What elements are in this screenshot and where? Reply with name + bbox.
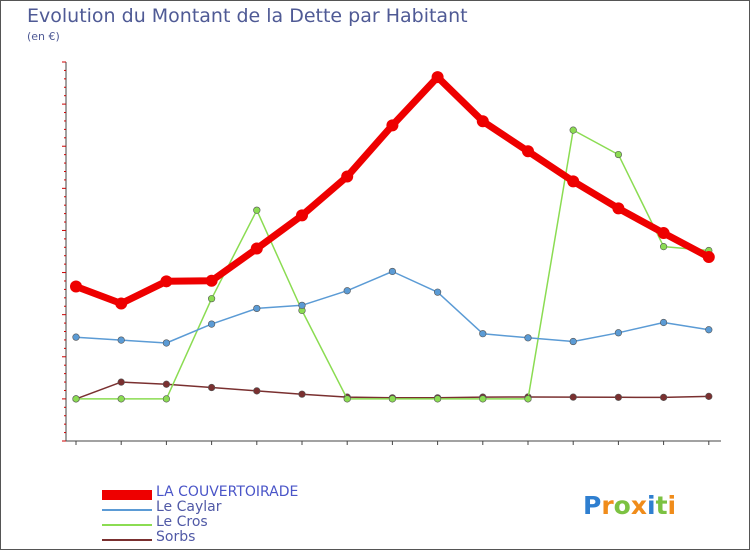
logo-letter: o [613, 491, 631, 520]
series-0-point [160, 275, 173, 288]
series-1-point [388, 267, 397, 276]
series-1-point [659, 318, 668, 327]
logo-letter: x [630, 491, 647, 520]
series-3-point [208, 383, 216, 392]
series-3-point [569, 393, 577, 401]
series-2-point [162, 395, 170, 403]
logo-letter: i [647, 491, 656, 520]
series-1-point [72, 333, 80, 341]
logo-letter: t [655, 491, 668, 520]
series-1-point [343, 287, 351, 295]
series-1-point [434, 288, 442, 296]
series-1-point [479, 330, 487, 338]
legend-label: Le Caylar [156, 499, 222, 515]
series-1-point [253, 304, 261, 313]
proxiti-logo: Proxiti [583, 491, 676, 520]
series-1-point [705, 326, 713, 334]
series-1-point [569, 337, 577, 346]
series-3-point [659, 393, 668, 401]
series-0-point [115, 297, 128, 310]
series-0-point [522, 145, 534, 158]
series-2-point [479, 395, 487, 403]
series-0-point [341, 170, 354, 183]
series-0-point [431, 71, 444, 84]
series-2-point [117, 395, 125, 403]
logo-letter: i [667, 491, 677, 520]
series-3-point [117, 378, 125, 386]
series-0-point [612, 202, 625, 215]
series-1-point [614, 329, 623, 337]
series-2-point [343, 395, 351, 403]
series-1-point [298, 301, 306, 309]
series-1-point [208, 320, 216, 328]
legend-swatch [102, 490, 152, 500]
series-3-point [614, 393, 623, 401]
series-3-point [162, 380, 170, 388]
legend-swatch [102, 524, 152, 526]
legend-label: Sorbs [156, 529, 196, 545]
series-0-point [476, 115, 489, 128]
series-0-point [702, 251, 715, 264]
series-line-2 [75, 129, 710, 400]
series-0-point [386, 119, 399, 132]
legend-label: LA COUVERTOIRADE [156, 484, 299, 500]
legend-label: Le Cros [156, 514, 208, 530]
series-1-point [162, 339, 170, 347]
series-0-point [567, 175, 580, 188]
series-1-point [117, 336, 125, 344]
chart-unit: (en €) [27, 30, 60, 43]
logo-letter: r [601, 491, 614, 520]
series-2-point [434, 395, 442, 403]
series-0-point [70, 280, 82, 293]
series-3-point [253, 387, 261, 395]
series-0-point [657, 227, 670, 240]
series-3-point [705, 392, 713, 400]
series-0-point [250, 242, 263, 255]
series-0-point [205, 274, 218, 287]
series-2-point [208, 295, 216, 303]
series-2-point [253, 206, 261, 214]
legend-swatch [102, 509, 152, 511]
series-2-point [72, 395, 80, 403]
series-2-point [569, 126, 577, 134]
chart-title: Evolution du Montant de la Dette par Hab… [27, 5, 468, 27]
series-2-point [659, 243, 668, 251]
series-1-point [524, 334, 532, 342]
series-2-point [524, 395, 532, 403]
series-2-point [614, 150, 623, 159]
legend-swatch [102, 539, 152, 541]
series-0-point [296, 209, 308, 222]
series-2-point [388, 395, 397, 403]
series-3-point [298, 390, 306, 398]
logo-letter: P [583, 491, 602, 520]
